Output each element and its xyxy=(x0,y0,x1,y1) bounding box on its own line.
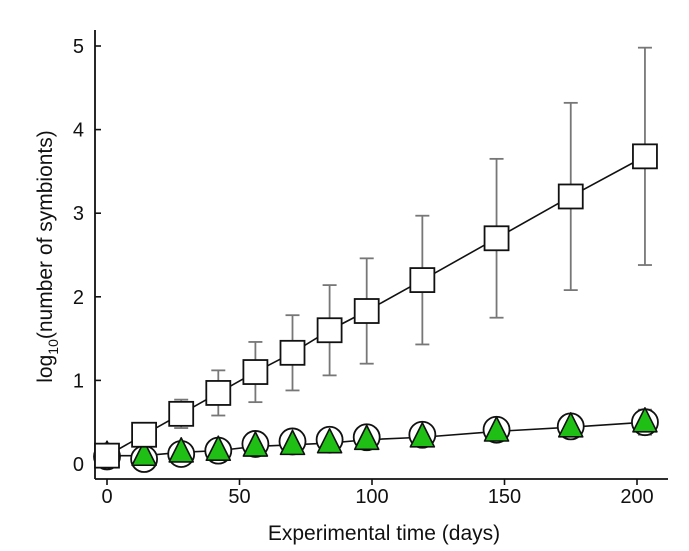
triangle-marker xyxy=(168,437,194,463)
square-marker xyxy=(409,267,436,293)
triangle-marker xyxy=(279,429,306,456)
y-tick-label: 3 xyxy=(73,203,84,225)
x-tick-label: 200 xyxy=(620,486,653,508)
y-axis-title-rest: (number of symbionts) xyxy=(34,130,57,339)
y-tick-label: 2 xyxy=(73,287,84,309)
triangle-marker xyxy=(483,416,510,442)
square-marker xyxy=(242,359,269,385)
x-tick-label: 0 xyxy=(101,486,112,508)
y-axis-title-subscript: 10 xyxy=(45,339,61,355)
triangle-marker xyxy=(131,440,157,467)
square-marker xyxy=(353,298,380,324)
square-marker xyxy=(94,442,120,469)
triangle-marker xyxy=(316,427,343,454)
x-tick-label: 50 xyxy=(228,486,250,508)
axes-layer xyxy=(94,30,668,485)
markers-layer xyxy=(93,143,659,473)
triangle-marker xyxy=(557,412,584,438)
square-marker xyxy=(131,421,158,448)
square-marker xyxy=(557,183,584,210)
triangle-marker xyxy=(632,406,658,433)
x-tick-label: 150 xyxy=(488,486,521,508)
square-marker xyxy=(205,380,232,406)
y-tick-label: 0 xyxy=(73,454,84,476)
square-marker xyxy=(483,225,510,252)
y-tick-label: 1 xyxy=(73,370,84,392)
x-tick-label: 100 xyxy=(355,486,388,508)
square-marker xyxy=(279,339,306,366)
x-axis-title: Experimental time (days) xyxy=(268,522,500,545)
triangle-marker xyxy=(409,422,436,448)
y-axis-title: log10(number of symbionts) xyxy=(34,130,61,383)
y-tick-label: 4 xyxy=(73,120,84,142)
y-axis-title-main: log xyxy=(34,355,57,383)
square-marker xyxy=(316,317,343,344)
triangle-marker xyxy=(242,431,269,457)
triangle-marker xyxy=(353,424,380,451)
square-marker xyxy=(168,400,195,427)
square-marker xyxy=(632,143,658,170)
y-tick-label: 5 xyxy=(73,36,84,58)
triangle-marker xyxy=(205,435,232,462)
